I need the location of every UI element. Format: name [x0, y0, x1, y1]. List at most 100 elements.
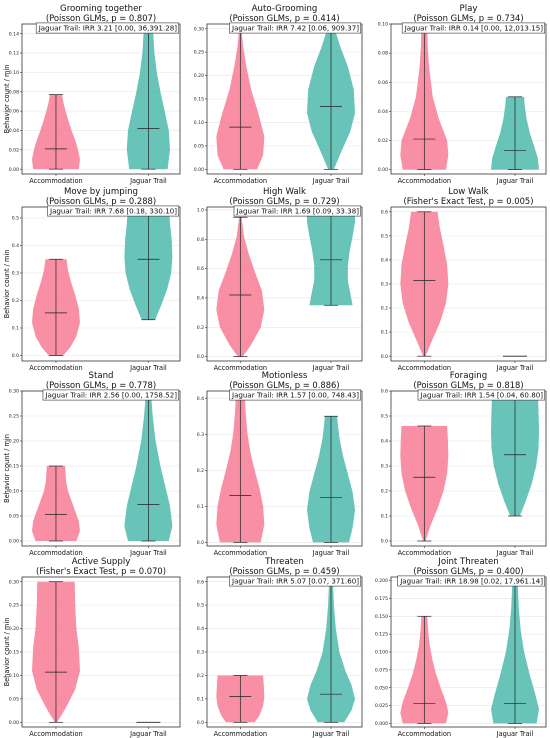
- chart12-panel: 0.000 0.025 0.050 0.075 0.100 0.125 0.150 0.175…: [375, 557, 547, 738]
- chart2-xtick-label: Accommodation: [214, 177, 267, 185]
- chart1-annotation: Jaguar Trail: IRR 3.21 [0.00, 36,391.28]: [38, 24, 178, 33]
- chart7-subtitle: (Poisson GLMs, p = 0.778): [46, 380, 156, 390]
- chart5-ytick-label: 0.6: [197, 266, 204, 272]
- chart2-annotation: Jaguar Trail: IRR 7.42 [0.06, 909.37]: [231, 24, 359, 33]
- chart10-xtick-label: Jaguar Trail: [129, 730, 167, 738]
- chart1-subtitle: (Poisson GLMs, p = 0.807): [46, 13, 156, 23]
- chart3-ytick-label: 0.00: [378, 167, 388, 173]
- chart2-ytick-label: 0.15: [194, 97, 204, 103]
- chart10-ytick-label: 0.30: [9, 579, 19, 585]
- chart1-ytick-label: 0.10: [9, 70, 19, 76]
- chart12-ytick-label: 0.050: [375, 685, 388, 691]
- chart3-ytick-label: 0.06: [378, 80, 388, 86]
- chart5-xtick-label: Jaguar Trail: [312, 364, 350, 372]
- chart8-xtick-label: Accommodation: [214, 549, 267, 557]
- chart12-xtick-label: Jaguar Trail: [496, 730, 534, 738]
- chart6-ytick-label: 0.1: [381, 330, 388, 336]
- chart3-violins: [400, 24, 539, 170]
- chart5-ytick-label: 1.0: [197, 208, 204, 214]
- chart11-ytick-label: 0.5: [197, 603, 204, 609]
- chart11-panel: 0.0 0.1 0.2 0.3 0.4 0.5 0.6 Accommodation Jaguar…: [197, 557, 363, 738]
- chart9-panel: 0.0 0.1 0.2 0.3 0.4 0.5 0.6 Accommodation Jaguar…: [381, 371, 547, 557]
- chart4-ytick-label: 0.4: [12, 243, 19, 249]
- chart1-ytick-label: 0.14: [9, 31, 19, 37]
- chart1-ytick-label: 0.02: [9, 147, 19, 153]
- chart8-ytick-label: 0.0: [197, 540, 204, 546]
- chart4-ytick-label: 0.2: [12, 298, 19, 304]
- chart8-xtick-label: Jaguar Trail: [312, 549, 350, 557]
- chart7-ytick-label: 0.10: [9, 489, 19, 495]
- chart7-ytick-label: 0.15: [9, 464, 19, 470]
- chart4-xtick-label: Accommodation: [29, 364, 82, 372]
- chart7-xtick-label: Jaguar Trail: [129, 549, 167, 557]
- chart6-ytick-label: 0.2: [381, 306, 388, 312]
- chart1-ytick-label: 0.08: [9, 89, 19, 95]
- chart4-title: Move by jumping: [64, 187, 138, 197]
- chart1-ytick-label: 0.06: [9, 109, 19, 115]
- chart2-annotation-box: [229, 22, 362, 34]
- chart1-ytick-label: 0.12: [9, 51, 19, 57]
- chart5-ytick-label: 0.4: [197, 296, 204, 302]
- chart12-ytick-label: 0.125: [375, 632, 388, 638]
- chart10-panel: 0.00 0.05 0.10 0.15 0.20 0.25 0.30 Accommodatio…: [3, 557, 181, 738]
- chart9-subtitle: (Poisson GLMs, p = 0.818): [413, 380, 523, 390]
- chart8-ytick-label: 0.3: [197, 432, 204, 438]
- chart8-annotation-box: [229, 389, 362, 401]
- chart5-annotation-box: [233, 205, 362, 217]
- chart2-subtitle: (Poisson GLMs, p = 0.414): [229, 13, 339, 23]
- chart10-title: Active Supply: [72, 557, 131, 567]
- chart9-xtick-label: Accommodation: [398, 549, 451, 557]
- chart1-annotation-box: [35, 22, 180, 34]
- chart6-ytick-label: 0.4: [381, 258, 388, 264]
- chart9-violins: [400, 391, 539, 542]
- chart8-panel: 0.0 0.1 0.2 0.3 0.4 Accommodation Jaguar Trail…: [197, 371, 363, 557]
- chart7-ytick-label: 0.20: [9, 439, 19, 445]
- chart9-ytick-label: 0.1: [381, 514, 388, 520]
- chart8-ytick-label: 0.2: [197, 468, 204, 474]
- chart11-ytick-label: 0.1: [197, 696, 204, 702]
- chart2-violins: [216, 28, 355, 170]
- chart4-subtitle: (Poisson GLMs, p = 0.288): [46, 196, 156, 206]
- chart6-panel: 0.0 0.1 0.2 0.3 0.4 0.5 0.6 Accommodation Jaguar…: [381, 187, 547, 372]
- chart6-xtick-label: Jaguar Trail: [496, 364, 534, 372]
- chart10-violins: [31, 581, 161, 723]
- chart7-ytick-label: 0.05: [9, 514, 19, 520]
- chart4-ytick-label: 0.1: [12, 326, 19, 332]
- chart12-ytick-label: 0.075: [375, 667, 388, 673]
- chart11-ytick-label: 0.4: [197, 626, 204, 632]
- chart8-ytick-label: 0.1: [197, 504, 204, 510]
- chart6-violins: [400, 211, 527, 357]
- chart6-ytick-label: 0.0: [381, 354, 388, 360]
- chart7-xtick-label: Accommodation: [29, 549, 82, 557]
- chart1-ylabel: Behavior count / min: [3, 65, 11, 134]
- chart12-ytick-label: 0.025: [375, 703, 388, 709]
- chart5-ytick-label: 0.8: [197, 237, 204, 243]
- chart10-subtitle: (Fisher's Exact Test, p = 0.070): [36, 566, 166, 576]
- chart4-xtick-label: Jaguar Trail: [129, 364, 167, 372]
- chart12-annotation-box: [397, 575, 546, 587]
- chart3-ytick-label: 0.10: [378, 22, 388, 28]
- chart10-ytick-label: 0.05: [9, 696, 19, 702]
- chart3-title: Play: [460, 4, 478, 14]
- chart3-panel: 0.00 0.02 0.04 0.06 0.08 0.10 Accommodation Jag…: [378, 4, 547, 185]
- chart6-axes-frame: [390, 206, 547, 362]
- chart4-annotation-box: [47, 205, 180, 217]
- chart5-ytick-label: 0.2: [197, 325, 204, 331]
- chart5-panel: 0.0 0.2 0.4 0.6 0.8 1.0 Accommodation Jaguar Tr…: [197, 187, 363, 372]
- chart3-xtick-label: Jaguar Trail: [496, 177, 534, 185]
- chart4-ytick-label: 0.0: [12, 353, 19, 359]
- chart7-panel: 0.00 0.05 0.10 0.15 0.20 0.25 0.30 Accommodatio…: [3, 371, 181, 557]
- chart3-xtick-label: Accommodation: [398, 177, 451, 185]
- chart12-ytick-label: 0.175: [375, 596, 388, 602]
- chart11-annotation: Jaguar Trail: IRR 5.07 [0.07, 371.60]: [231, 577, 359, 586]
- chart11-annotation-box: [229, 575, 362, 587]
- chart9-ytick-label: 0.6: [381, 389, 388, 395]
- chart1-xtick-label: Accommodation: [29, 177, 82, 185]
- chart3-ytick-label: 0.02: [378, 138, 388, 144]
- chart10-ytick-label: 0.15: [9, 650, 19, 656]
- chart11-ytick-label: 0.3: [197, 650, 204, 656]
- chart11-violins: [216, 581, 355, 723]
- chart4-ylabel: Behavior count / min: [3, 250, 11, 319]
- chart7-annotation-box: [42, 389, 180, 401]
